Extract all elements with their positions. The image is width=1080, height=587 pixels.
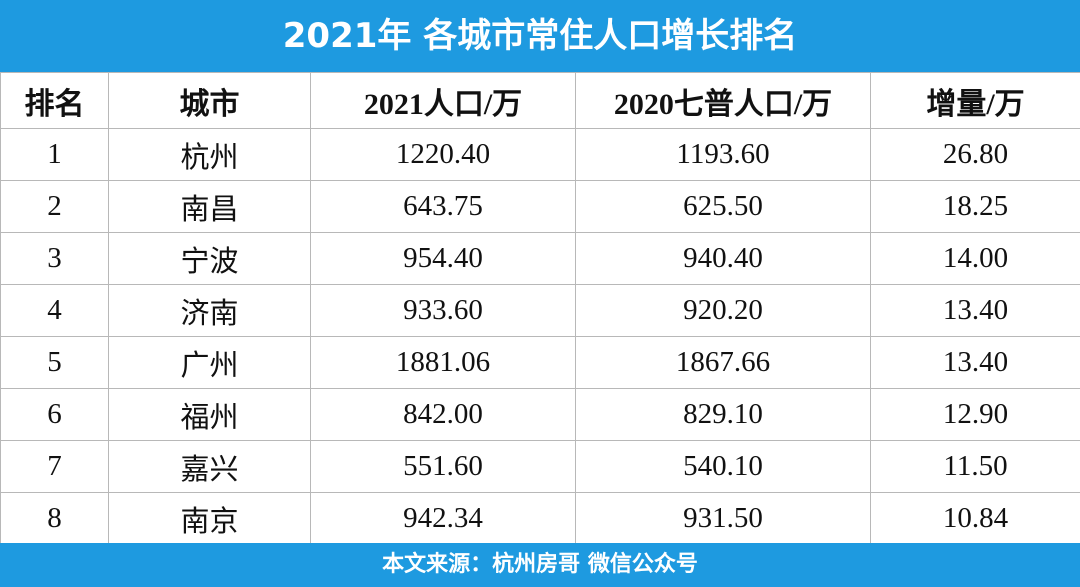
table-cell: 1 [0, 128, 109, 181]
header-cell: 增量/万 [870, 72, 1080, 129]
table-cell: 广州 [108, 336, 311, 389]
table-cell: 14.00 [870, 232, 1080, 285]
table-cell: 4 [0, 284, 109, 337]
footer-bar: 本文来源：杭州房哥 微信公众号 [0, 543, 1080, 587]
table-row: 8 南京 942.34 931.50 10.84 [0, 492, 1080, 545]
table-cell: 福州 [108, 388, 311, 441]
table-row: 3 宁波 954.40 940.40 14.00 [0, 232, 1080, 285]
table-cell: 931.50 [575, 492, 871, 545]
header-cell: 排名 [0, 72, 109, 129]
table-cell: 南京 [108, 492, 311, 545]
table-cell: 1220.40 [310, 128, 576, 181]
ranking-table: 排名 城市 2021人口/万 2020七普人口/万 增量/万 1 杭州 1220.40 119… [0, 72, 1080, 545]
header-cell: 城市 [108, 72, 311, 129]
table-cell: 540.10 [575, 440, 871, 493]
table-row: 1 杭州 1220.40 1193.60 26.80 [0, 128, 1080, 181]
table-cell: 8 [0, 492, 109, 545]
table-row: 5 广州 1881.06 1867.66 13.40 [0, 336, 1080, 389]
table-cell: 10.84 [870, 492, 1080, 545]
table-cell: 嘉兴 [108, 440, 311, 493]
table-cell: 13.40 [870, 336, 1080, 389]
table-cell: 842.00 [310, 388, 576, 441]
table-cell: 1881.06 [310, 336, 576, 389]
table-cell: 济南 [108, 284, 311, 337]
table-cell: 954.40 [310, 232, 576, 285]
table-cell: 18.25 [870, 180, 1080, 233]
table-row: 7 嘉兴 551.60 540.10 11.50 [0, 440, 1080, 493]
table-cell: 杭州 [108, 128, 311, 181]
table-row: 6 福州 842.00 829.10 12.90 [0, 388, 1080, 441]
table-row: 4 济南 933.60 920.20 13.40 [0, 284, 1080, 337]
table-cell: 12.90 [870, 388, 1080, 441]
table-cell: 2 [0, 180, 109, 233]
table-cell: 1193.60 [575, 128, 871, 181]
table-cell: 5 [0, 336, 109, 389]
table-row: 2 南昌 643.75 625.50 18.25 [0, 180, 1080, 233]
table-cell: 6 [0, 388, 109, 441]
table-cell: 3 [0, 232, 109, 285]
table-cell: 11.50 [870, 440, 1080, 493]
header-row: 排名 城市 2021人口/万 2020七普人口/万 增量/万 [0, 72, 1080, 129]
header-cell: 2020七普人口/万 [575, 72, 871, 129]
table-cell: 829.10 [575, 388, 871, 441]
table-cell: 920.20 [575, 284, 871, 337]
table-cell: 933.60 [310, 284, 576, 337]
title-bar: 2021年 各城市常住人口增长排名 [0, 0, 1080, 72]
table-cell: 13.40 [870, 284, 1080, 337]
header-cell: 2021人口/万 [310, 72, 576, 129]
table-cell: 宁波 [108, 232, 311, 285]
table-cell: 942.34 [310, 492, 576, 545]
table-body: 1 杭州 1220.40 1193.60 26.80 2 南昌 643.75 625.50 18.… [0, 128, 1080, 545]
table-cell: 940.40 [575, 232, 871, 285]
table-cell: 643.75 [310, 180, 576, 233]
table-cell: 南昌 [108, 180, 311, 233]
table-cell: 7 [0, 440, 109, 493]
table-cell: 26.80 [870, 128, 1080, 181]
table-cell: 625.50 [575, 180, 871, 233]
table-cell: 1867.66 [575, 336, 871, 389]
table-cell: 551.60 [310, 440, 576, 493]
